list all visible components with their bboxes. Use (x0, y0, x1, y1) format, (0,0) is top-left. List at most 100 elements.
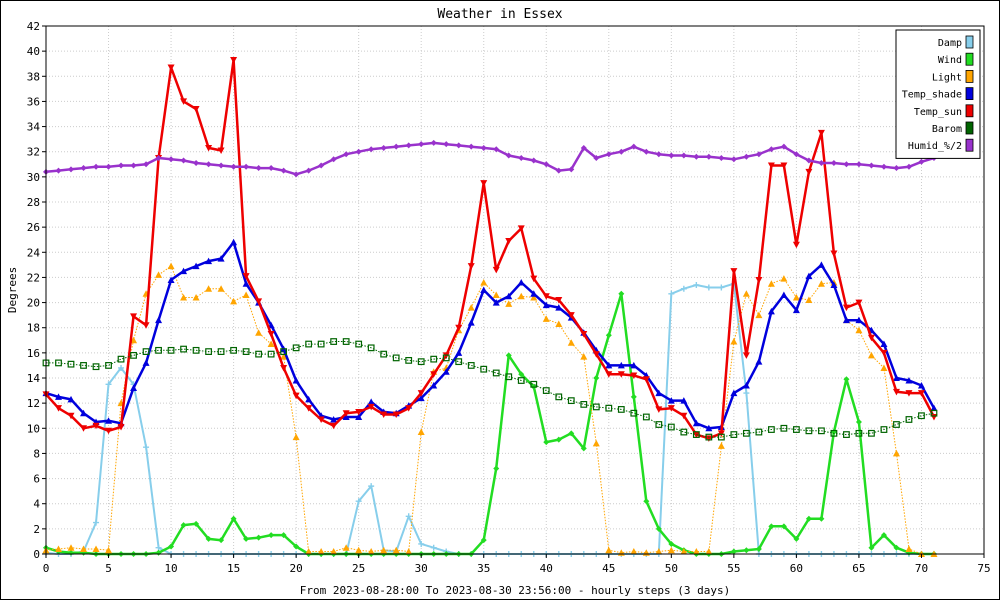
data-point-humid-2 (55, 167, 62, 174)
data-point-wind (655, 525, 662, 532)
data-point-humid-2 (905, 163, 912, 170)
data-point-temp-sun (430, 371, 438, 378)
data-point-temp-shade (792, 306, 800, 314)
data-point-temp-shade (80, 409, 88, 417)
data-point-humid-2 (305, 167, 312, 174)
data-point-humid-2 (168, 156, 175, 163)
data-point-wind (268, 532, 275, 539)
data-point-wind (255, 534, 262, 541)
x-tick-label: 50 (665, 562, 678, 575)
data-point-humid-2 (693, 153, 700, 160)
y-tick-label: 26 (27, 221, 40, 234)
data-point-barom (267, 350, 275, 358)
data-point-barom (342, 338, 350, 345)
data-point-humid-2 (430, 139, 437, 146)
y-tick-label: 24 (27, 246, 41, 259)
data-point-humid-2 (80, 165, 87, 172)
data-point-light (905, 545, 913, 552)
data-point-wind (205, 535, 212, 542)
y-tick-label: 16 (27, 347, 40, 360)
y-tick-label: 40 (27, 45, 40, 58)
data-point-humid-2 (293, 171, 300, 178)
data-point-barom (67, 360, 75, 368)
data-point-light (792, 294, 800, 301)
data-point-temp-sun (517, 225, 525, 232)
x-tick-label: 5 (105, 562, 112, 575)
data-point-light (742, 290, 750, 297)
data-point-wind (243, 535, 250, 542)
data-point-light (205, 285, 213, 292)
data-point-temp-shade (505, 292, 513, 300)
data-point-barom (280, 348, 288, 355)
legend-swatch (965, 70, 974, 83)
data-point-barom (430, 355, 438, 363)
data-point-barom (255, 350, 263, 358)
data-point-humid-2 (793, 151, 800, 158)
data-point-light (517, 292, 525, 300)
data-point-damp (718, 284, 725, 291)
data-point-temp-sun (192, 105, 200, 113)
data-point-barom (230, 346, 238, 354)
data-point-wind (793, 535, 800, 542)
data-point-wind (180, 522, 187, 529)
data-point-light (755, 311, 763, 319)
data-point-temp-sun (217, 147, 225, 154)
data-point-temp-sun (792, 241, 800, 249)
x-tick-label: 35 (477, 562, 490, 575)
y-tick-label: 12 (27, 397, 40, 410)
data-point-temp-shade (880, 340, 888, 348)
data-point-temp-sun (667, 405, 675, 412)
data-point-temp-sun (367, 403, 375, 411)
data-point-wind (668, 540, 675, 547)
data-point-humid-2 (280, 167, 287, 174)
y-tick-label: 34 (27, 121, 41, 134)
y-tick-label: 18 (27, 322, 40, 335)
data-point-temp-sun (342, 410, 350, 417)
data-point-humid-2 (768, 146, 775, 153)
data-point-temp-shade (767, 307, 775, 315)
x-tick-label: 25 (352, 562, 365, 575)
data-point-humid-2 (480, 144, 487, 151)
data-point-light (780, 275, 788, 282)
data-point-light (655, 547, 663, 555)
data-point-temp-sun (917, 390, 925, 397)
data-point-humid-2 (818, 160, 825, 167)
data-point-barom (505, 373, 513, 381)
data-point-temp-sun (617, 371, 625, 378)
data-point-temp-shade (205, 257, 213, 265)
data-point-humid-2 (855, 161, 862, 168)
y-tick-label: 14 (27, 372, 41, 385)
data-point-light (355, 546, 363, 554)
data-point-light (317, 547, 325, 555)
data-point-humid-2 (918, 158, 925, 165)
data-point-temp-shade (355, 413, 363, 420)
data-point-temp-sun (555, 297, 563, 304)
data-point-temp-shade (805, 272, 813, 280)
y-tick-label: 2 (33, 523, 40, 536)
data-point-wind (643, 498, 650, 505)
data-point-wind (568, 430, 575, 437)
data-point-temp-sun (842, 304, 850, 312)
data-point-humid-2 (268, 165, 275, 172)
data-point-barom (918, 412, 925, 420)
data-point-light (342, 544, 350, 551)
data-point-humid-2 (743, 153, 750, 160)
data-point-humid-2 (668, 152, 675, 159)
data-point-humid-2 (605, 151, 612, 158)
data-point-humid-2 (880, 163, 887, 170)
data-point-light (630, 547, 638, 555)
data-point-temp-sun (317, 416, 325, 423)
data-point-barom (192, 346, 200, 354)
data-point-barom (217, 348, 225, 355)
data-point-temp-shade (705, 424, 713, 432)
data-point-light (255, 329, 263, 336)
data-point-humid-2 (705, 153, 712, 160)
data-point-barom (167, 346, 175, 354)
data-point-wind (505, 352, 512, 359)
y-tick-label: 8 (33, 447, 40, 460)
data-point-light (680, 547, 688, 555)
data-point-temp-shade (530, 290, 538, 297)
data-point-temp-sun (742, 352, 750, 359)
data-point-temp-sun (92, 422, 100, 430)
data-point-temp-sun (867, 334, 875, 342)
